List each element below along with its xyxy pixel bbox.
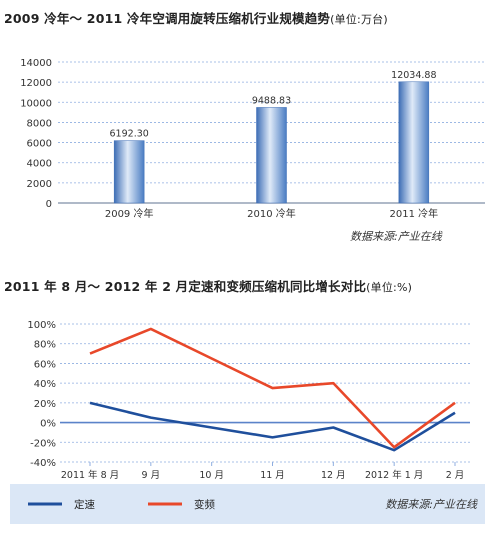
- line-x-tick-label: 2012 年 1 月: [365, 469, 423, 481]
- line-chart-x-ticks: 2011 年 8 月 9 月 10 月 11 月 12 月 2012 年 1 月 2 月: [61, 462, 464, 481]
- line-x-tick-label: 2 月: [446, 470, 465, 481]
- bar-chart-title-text: 2009 冷年～ 2011 冷年空调用旋转压缩机行业规模趋势: [4, 11, 331, 26]
- line-series-1: [89, 401, 456, 452]
- bar-x-tick-label: 2010 冷年: [247, 207, 296, 220]
- line-chart-panel: 2011 年 8 月～ 2012 年 2 月定速和变频压缩机同比增长对比(单位:…: [0, 264, 500, 537]
- bar-y-tick-label: 2000: [27, 179, 52, 190]
- line-x-tick-label: 11 月: [260, 470, 285, 481]
- line-y-tick-label: 80%: [34, 340, 56, 351]
- bar-chart-title: 2009 冷年～ 2011 冷年空调用旋转压缩机行业规模趋势(单位:万台): [4, 8, 388, 27]
- bar-y-tick-label: 4000: [27, 159, 52, 170]
- bar-value-label: 9488.83: [252, 95, 291, 106]
- line-legend-box: [10, 484, 485, 524]
- line-y-tick-label: -20%: [30, 438, 56, 449]
- bar-chart-value-labels: 6192.30 9488.83 12034.88: [110, 70, 437, 140]
- line-x-tick-label: 2011 年 8 月: [61, 469, 119, 481]
- line-chart-unit: (单位:%): [366, 281, 413, 294]
- line-y-tick-label: 100%: [27, 320, 56, 331]
- line-chart: 100% 80% 60% 40% 20% 0% -20% -40% 2011 年 8 月 9 月…: [10, 320, 485, 524]
- bar: [256, 107, 287, 204]
- line-chart-title: 2011 年 8 月～ 2012 年 2 月定速和变频压缩机同比增长对比(单位:…: [4, 276, 412, 295]
- bar: [113, 140, 145, 204]
- line-series-2: [89, 327, 456, 449]
- bar-value-label: 6192.30: [110, 129, 149, 140]
- bar-y-tick-label: 12000: [20, 78, 52, 89]
- bar-chart-panel: 2009 冷年～ 2011 冷年空调用旋转压缩机行业规模趋势(单位:万台) 14…: [0, 0, 500, 260]
- line-y-tick-label: 60%: [34, 359, 56, 370]
- bar-chart-x-ticks: 2009 冷年 2010 冷年 2011 冷年: [105, 207, 438, 220]
- bar-x-tick-label: 2009 冷年: [105, 207, 154, 220]
- legend-label-1: 定速: [74, 498, 95, 511]
- line-x-tick-label: 9 月: [142, 470, 161, 481]
- bar-y-tick-label: 0: [46, 199, 52, 210]
- line-y-tick-label: 0%: [40, 419, 56, 430]
- bar-chart-unit: (单位:万台): [330, 13, 388, 26]
- line-x-tick-label: 12 月: [321, 470, 346, 481]
- bar-chart-y-ticks: 14000 12000 10000 8000 6000 4000 2000 0: [20, 58, 52, 210]
- line-y-tick-label: -40%: [30, 458, 56, 469]
- legend-label-2: 变频: [194, 498, 215, 511]
- bar-chart-source: 数据来源:产业在线: [350, 230, 442, 243]
- line-chart-y-ticks: 100% 80% 60% 40% 20% 0% -20% -40%: [27, 320, 56, 469]
- line-chart-source: 数据来源:产业在线: [385, 498, 478, 511]
- bar-chart-bars: [113, 81, 430, 204]
- bar-y-tick-label: 10000: [20, 98, 52, 109]
- line-chart-grid: [60, 323, 470, 463]
- line-chart-series: [89, 327, 456, 452]
- line-y-tick-label: 20%: [34, 399, 56, 410]
- bar: [398, 81, 430, 204]
- line-x-tick-label: 10 月: [199, 470, 224, 481]
- bar-chart: 14000 12000 10000 8000 6000 4000 2000 0 6192.30…: [20, 58, 485, 220]
- line-y-tick-label: 40%: [34, 379, 56, 390]
- bar-x-tick-label: 2011 冷年: [390, 207, 439, 220]
- line-chart-title-text: 2011 年 8 月～ 2012 年 2 月定速和变频压缩机同比增长对比: [4, 279, 367, 294]
- bar-y-tick-label: 6000: [27, 139, 52, 150]
- bar-y-tick-label: 14000: [20, 58, 52, 69]
- line-chart-legend: 定速 变频 数据来源:产业在线: [10, 484, 485, 524]
- bar-value-label: 12034.88: [391, 70, 436, 81]
- bar-y-tick-label: 8000: [27, 118, 52, 129]
